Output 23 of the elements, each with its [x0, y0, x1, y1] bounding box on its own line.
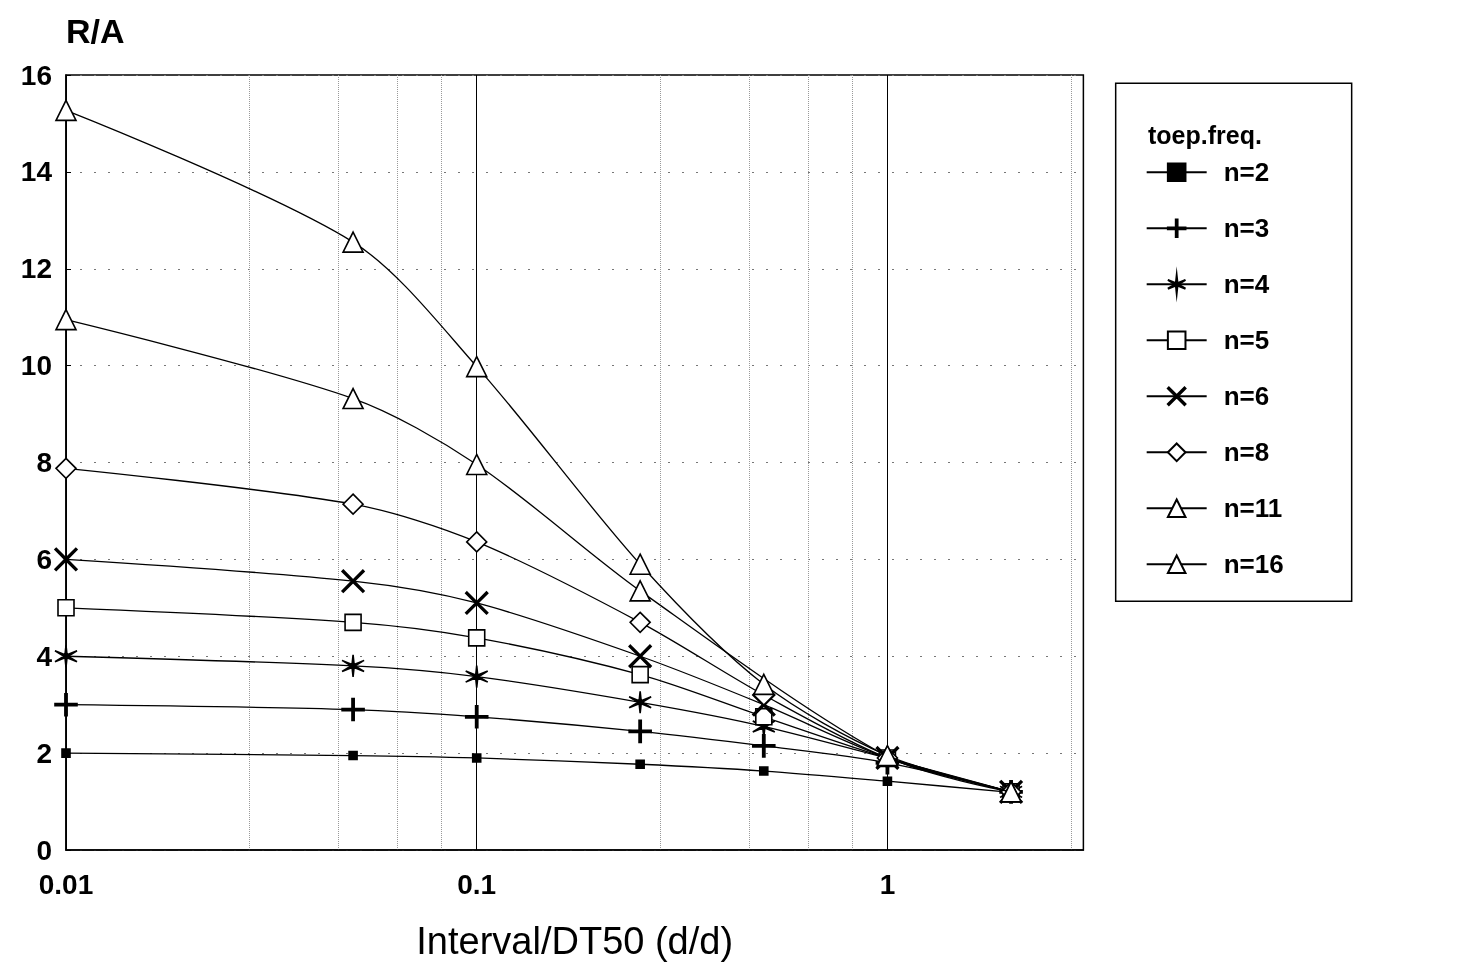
- y-tick-label: 8: [36, 447, 52, 478]
- y-tick-label: 10: [20, 350, 52, 382]
- y-tick-label: 14: [20, 156, 53, 188]
- legend-label: n=8: [1223, 437, 1270, 468]
- x-tick-label: 0.01: [38, 868, 94, 900]
- y-tick-label: 12: [20, 253, 52, 285]
- legend-label: n=4: [1223, 269, 1270, 300]
- x-axis-title: Interval/DT50 (d/d): [416, 920, 734, 962]
- y-tick-label: 0: [36, 834, 52, 866]
- legend-label: n=3: [1223, 213, 1270, 244]
- y-tick-label: 6: [36, 543, 52, 575]
- y-tick-label: 4: [36, 640, 53, 672]
- y-tick-label: 16: [20, 59, 52, 91]
- legend-label: n=16: [1223, 549, 1284, 580]
- x-tick-label: 0.1: [457, 868, 497, 900]
- legend-title: toep.freq.: [1147, 121, 1262, 149]
- legend-label: n=6: [1223, 381, 1270, 412]
- legend-label: n=2: [1223, 157, 1270, 188]
- y-axis-title: R/A: [66, 12, 125, 50]
- y-tick-label: 2: [36, 737, 52, 769]
- legend-label: n=5: [1223, 325, 1270, 356]
- legend-label: n=11: [1223, 493, 1283, 524]
- x-tick-label: 1: [879, 868, 896, 900]
